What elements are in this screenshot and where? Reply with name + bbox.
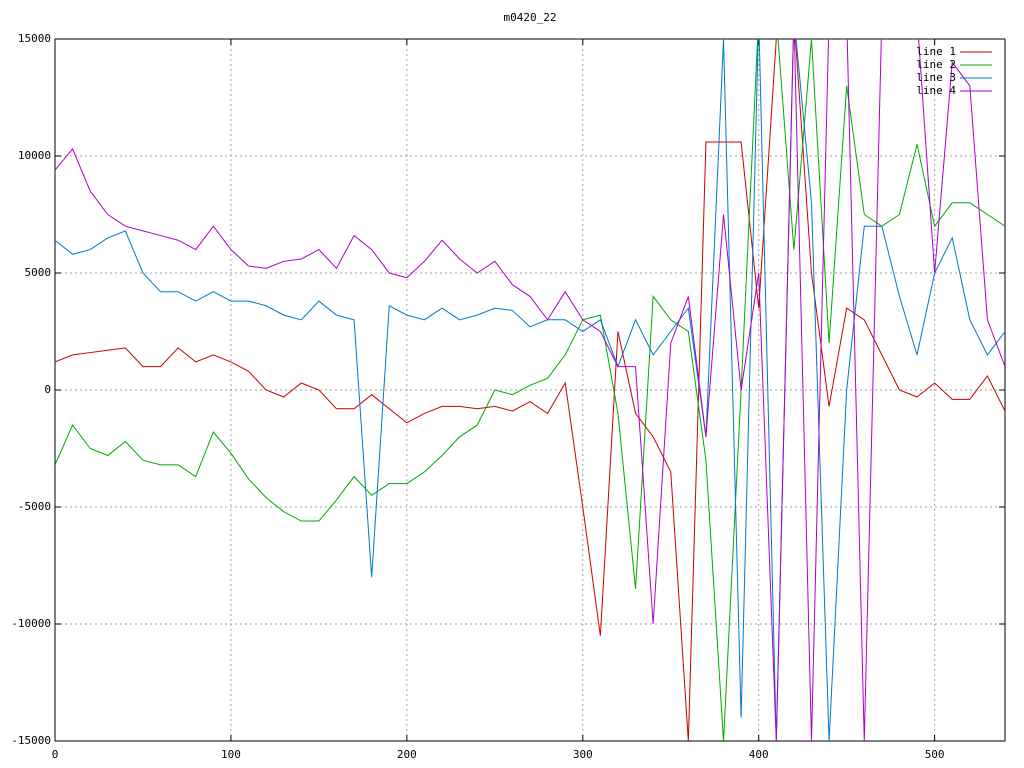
y-tick-label: 10000 <box>18 149 51 162</box>
series-line <box>55 39 1005 741</box>
plot-area <box>55 39 1005 741</box>
x-tick-label: 100 <box>221 748 241 761</box>
x-tick-label: 400 <box>749 748 769 761</box>
legend-label: line 4 <box>916 84 956 97</box>
x-tick-label: 300 <box>573 748 593 761</box>
y-tick-label: -15000 <box>11 734 51 747</box>
y-tick-label: -10000 <box>11 617 51 630</box>
y-tick-label: 15000 <box>18 32 51 45</box>
x-tick-label: 500 <box>925 748 945 761</box>
y-tick-label: 5000 <box>25 266 52 279</box>
y-tick-label: -5000 <box>18 500 51 513</box>
plot-frame <box>54 38 1006 742</box>
x-tick-label: 200 <box>397 748 417 761</box>
series-line <box>55 39 1005 741</box>
legend-label: line 1 <box>916 45 956 58</box>
legend-label: line 3 <box>916 71 956 84</box>
series-line <box>55 39 1005 741</box>
x-tick-label: 0 <box>52 748 59 761</box>
legend-label: line 2 <box>916 58 956 71</box>
series-line <box>55 39 1005 741</box>
y-tick-label: 0 <box>44 383 51 396</box>
chart-title: m0420_22 <box>504 11 557 24</box>
